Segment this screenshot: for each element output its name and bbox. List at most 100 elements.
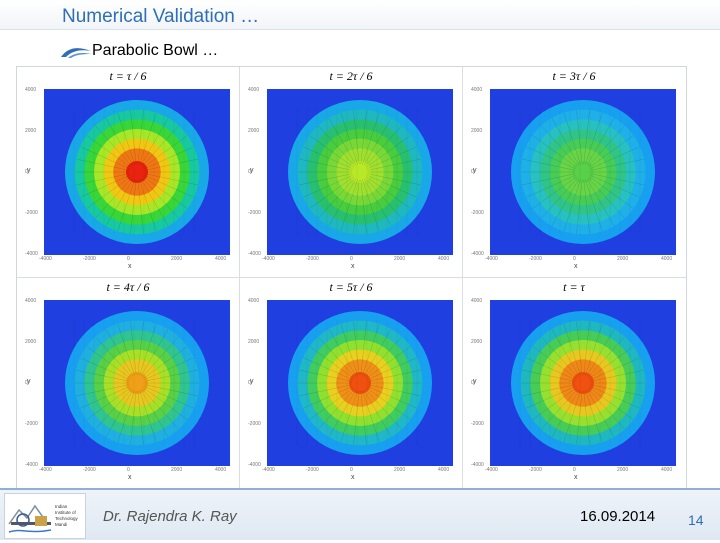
y-tick-label: 0 — [471, 169, 474, 175]
x-tick-label: -2000 — [83, 467, 96, 473]
vector-line — [590, 357, 640, 380]
x-tick-label: -4000 — [262, 467, 275, 473]
vector-line — [142, 388, 179, 430]
vector-line — [328, 178, 357, 226]
x-tick-label: -4000 — [485, 467, 498, 473]
contour-center — [349, 161, 371, 183]
vector-line — [130, 390, 137, 445]
vector-line — [318, 177, 355, 219]
vector-line — [86, 135, 131, 168]
x-tick-label: 4000 — [215, 467, 227, 473]
vector-line — [139, 112, 157, 165]
x-tick-label: 2000 — [617, 467, 629, 473]
x-tick-label: -2000 — [83, 256, 96, 262]
vector-line — [144, 173, 198, 186]
vector-line — [353, 390, 360, 445]
contour-panel: t = 2τ / 6 4000 2000 0 -2000 -4000 -4000 -2000 0… — [240, 67, 462, 277]
vector-line — [366, 135, 411, 168]
y-tick-label: 4000 — [248, 298, 260, 304]
vector-line — [95, 388, 132, 430]
contour-center — [126, 161, 148, 183]
contour-panel: t = 5τ / 6 4000 2000 0 -2000 -4000 -4000 -2000 0… — [240, 278, 462, 488]
vector-line — [522, 384, 576, 397]
contour-center — [572, 372, 594, 394]
vector-line — [588, 388, 625, 430]
contour-plot — [44, 89, 230, 255]
vector-line — [363, 118, 392, 166]
vector-line — [586, 329, 615, 377]
vector-line — [144, 146, 194, 169]
vector-line — [526, 357, 576, 380]
x-tick-label: 4000 — [438, 256, 450, 262]
y-tick-label: -4000 — [471, 462, 484, 468]
x-tick-label: -2000 — [529, 467, 542, 473]
vector-line — [139, 390, 157, 443]
vector-line — [363, 389, 392, 437]
vector-line — [80, 386, 130, 409]
contour-center — [572, 161, 594, 183]
y-tick-label: -2000 — [248, 421, 261, 427]
panel-title: t = 4τ / 6 — [106, 280, 150, 294]
y-tick-label: 4000 — [248, 87, 260, 93]
y-tick-label: 0 — [25, 380, 28, 386]
vector-line — [142, 125, 179, 167]
vector-line — [318, 125, 355, 167]
vector-line — [563, 112, 581, 165]
x-tick-label: -4000 — [39, 256, 52, 262]
vector-line — [363, 329, 392, 377]
vector-line — [137, 390, 144, 445]
vector-line — [309, 135, 354, 168]
vector-line — [360, 110, 367, 165]
vector-line — [588, 125, 625, 167]
y-tick-label: 0 — [248, 169, 251, 175]
vector-line — [541, 177, 578, 219]
y-axis-label: y — [473, 167, 477, 174]
vector-line — [541, 125, 578, 167]
y-tick-label: -4000 — [248, 462, 261, 468]
vector-line — [76, 158, 130, 171]
vector-line — [589, 176, 634, 209]
vector-line — [80, 146, 130, 169]
y-axis-label: y — [27, 167, 31, 174]
x-axis-label: x — [574, 474, 578, 481]
vector-line — [366, 176, 411, 209]
vector-line — [353, 110, 360, 165]
x-axis-label: x — [351, 263, 355, 270]
vector-line — [367, 173, 421, 186]
contour-panel: t = τ / 6 4000 2000 0 -2000 -4000 -4000 -2000 0 2… — [17, 67, 239, 277]
vector-line — [590, 386, 640, 409]
vector-line — [367, 357, 417, 380]
contour-panel: t = 4τ / 6 4000 2000 0 -2000 -4000 -4000 -2000 0… — [17, 278, 239, 488]
y-tick-label: 2000 — [248, 339, 260, 345]
vector-line — [142, 177, 179, 219]
author-name: Dr. Rajendra K. Ray — [103, 508, 237, 525]
vector-line — [299, 384, 353, 397]
y-tick-label: 2000 — [25, 128, 37, 134]
vector-line — [299, 158, 353, 171]
y-tick-label: 0 — [248, 380, 251, 386]
vector-line — [142, 336, 179, 378]
slide-subtitle: Parabolic Bowl … — [92, 42, 219, 59]
title-bar — [0, 0, 720, 30]
vector-line — [137, 321, 144, 376]
vector-line — [589, 346, 634, 379]
contour-plot — [490, 89, 676, 255]
contour-plot — [44, 300, 230, 466]
vector-line — [365, 125, 402, 167]
x-tick-label: -4000 — [262, 256, 275, 262]
x-tick-label: 4000 — [438, 467, 450, 473]
vector-line — [117, 179, 135, 232]
vector-line — [140, 389, 169, 437]
vector-line — [367, 386, 417, 409]
vector-line — [585, 112, 603, 165]
vector-line — [588, 336, 625, 378]
panel-title: t = τ / 6 — [109, 69, 147, 83]
vector-line — [532, 387, 577, 420]
page-number: 14 — [688, 512, 704, 528]
logo-text-line: Mandi — [55, 522, 67, 527]
vector-line — [144, 357, 194, 380]
vector-line — [362, 390, 380, 443]
vector-line — [299, 173, 353, 186]
vector-line — [551, 329, 580, 377]
vector-line — [80, 175, 130, 198]
